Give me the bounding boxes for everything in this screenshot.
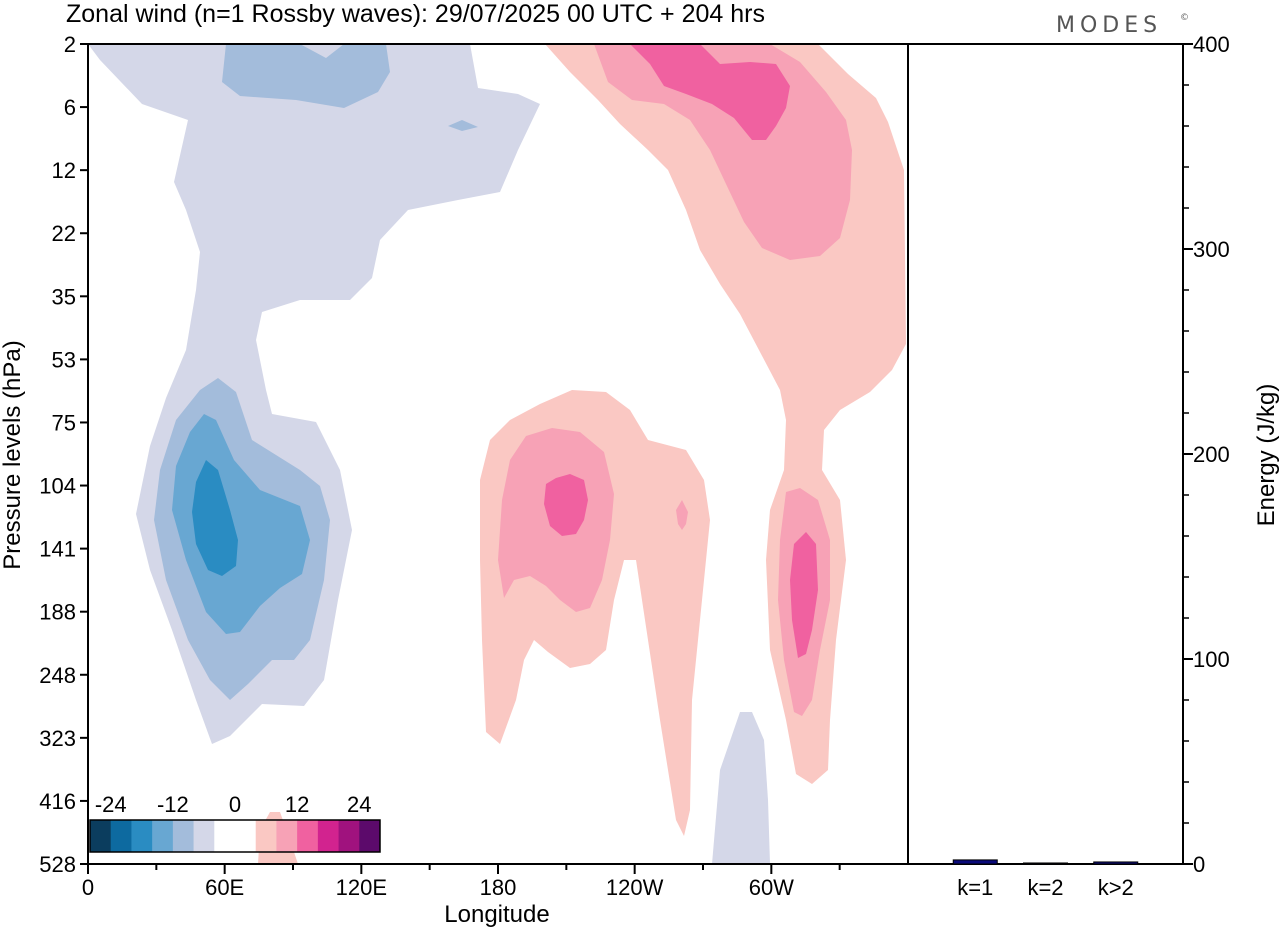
contour-negative-weak [88,44,540,744]
colorbar-swatch [338,820,360,852]
colorbar-swatch [235,820,257,852]
y-tick-label: 323 [39,726,76,751]
contour-negative-strong [192,460,238,576]
y-tick-label: 22 [52,221,76,246]
y-tick-label: 2 [64,32,76,57]
colorbar-swatch [276,820,298,852]
energy-tick-label: 0 [1193,852,1205,877]
contour-positive-mid [790,532,818,658]
contour-field [88,44,906,864]
energy-category-label: k=1 [957,875,993,900]
contour-negative-light [222,44,390,108]
y-tick-label: 248 [39,663,76,688]
y-tick-label: 528 [39,852,76,877]
energy-tick-label: 400 [1193,32,1230,57]
y-tick-label: 416 [39,789,76,814]
energy-bars: k=1 k=2 k>2 [952,859,1139,900]
contour-positive-mid [544,474,588,536]
brand-mark: © [1180,13,1189,23]
x-tick-label: 180 [480,875,517,900]
energy-bar-2 [1023,862,1068,865]
y-tick-label: 104 [39,474,76,499]
y-axis-right: 0 100 200 300 400 [1183,32,1230,877]
brand-logo: MODES © [1056,13,1189,38]
x-axis: 0 60E 120E 180 120W 60W [82,864,841,900]
energy-tick-label: 200 [1193,442,1230,467]
colorbar-label: -12 [157,792,189,817]
contour-positive-mid [630,44,790,140]
colorbar-label: 24 [347,792,371,817]
y-axis-left: 2 6 12 22 35 53 75 104 141 188 248 323 416 528 [39,32,88,877]
x-tick-label: 0 [82,875,94,900]
colorbar-swatch [110,820,132,852]
brand-text: MODES [1056,13,1162,38]
x-tick-label: 60E [205,875,244,900]
colorbar-swatch [359,820,381,852]
contour-negative-weak [712,712,770,864]
colorbar-swatch [317,820,340,852]
colorbar-swatch [172,820,195,852]
colorbar-label: 0 [229,792,241,817]
colorbar-swatch [214,820,236,852]
colorbar-swatch [193,820,215,852]
x-axis-label: Longitude [444,901,549,928]
colorbar-swatch [297,820,319,852]
colorbar-frame [89,819,381,853]
colorbar-label: -24 [95,792,127,817]
y-tick-label: 53 [52,347,76,372]
energy-axis-label: Energy (J/kg) [1253,384,1280,527]
y-tick-label: 75 [52,410,76,435]
y-tick-label: 188 [39,600,76,625]
colorbar-swatch [255,820,277,852]
colorbar-swatch [90,820,112,852]
chart-title: Zonal wind (n=1 Rossby waves): 29/07/202… [66,0,765,28]
x-tick-label: 120E [336,875,387,900]
energy-tick-label: 300 [1193,237,1230,262]
colorbar-legend: -24 -12 0 12 24 [89,792,381,853]
y-tick-label: 141 [39,537,76,562]
x-tick-label: 120W [606,875,664,900]
colorbar-swatch [152,820,174,852]
energy-category-label: k>2 [1098,875,1134,900]
contour-negative-light [448,120,478,131]
x-tick-label: 60W [749,875,794,900]
y-tick-label: 6 [64,95,76,120]
y-tick-label: 35 [52,284,76,309]
energy-bar-1 [952,859,998,865]
energy-tick-label: 100 [1193,647,1230,672]
colorbar-label: 12 [285,792,309,817]
colorbar-swatch [131,820,153,852]
y-tick-label: 12 [52,158,76,183]
y-axis-label: Pressure levels (hPa) [0,340,26,569]
energy-category-label: k=2 [1027,875,1063,900]
energy-bar-3 [1093,861,1139,865]
contour-positive-light [676,500,688,530]
